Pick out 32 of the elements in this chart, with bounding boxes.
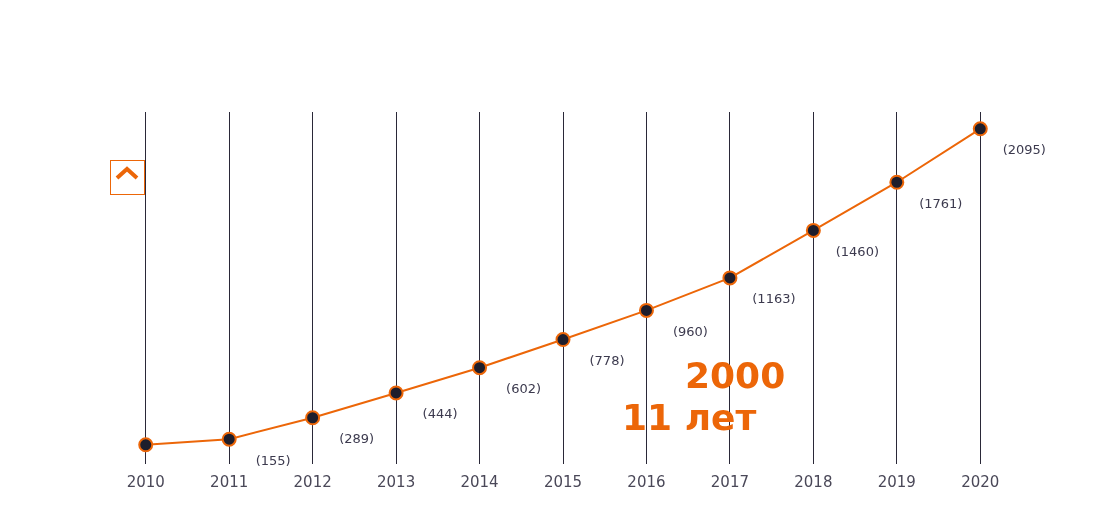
point	[805, 222, 821, 238]
data-label: (1163)	[752, 291, 796, 307]
data-label: (1460)	[835, 243, 879, 259]
point	[972, 121, 988, 137]
data-label: (778)	[589, 352, 625, 368]
x-tick-label: 2020	[961, 472, 1000, 491]
x-tick-label: 2019	[877, 472, 916, 491]
data-label: (155)	[255, 452, 291, 468]
x-tick-label: 2012	[293, 472, 332, 491]
data-label: (602)	[506, 381, 542, 397]
x-tick-label: 2013	[377, 472, 416, 491]
data-label: (2095)	[1002, 142, 1046, 158]
x-tick-label: 2010	[126, 472, 165, 491]
data-label: (1761)	[919, 195, 963, 211]
point	[722, 270, 738, 286]
x-tick-label: 2011	[210, 472, 249, 491]
point	[638, 302, 654, 318]
x-tick-label: 2016	[627, 472, 666, 491]
point	[889, 174, 905, 190]
data-label: (289)	[339, 431, 375, 447]
data-label: (444)	[422, 406, 458, 422]
x-tick-label: 2015	[543, 472, 583, 491]
point	[555, 332, 571, 348]
x-tick-label: 2014	[460, 472, 499, 491]
point	[221, 431, 237, 447]
point	[138, 437, 154, 453]
x-tick-label: 2017	[710, 472, 749, 491]
data-label: (960)	[672, 323, 708, 339]
point	[388, 385, 404, 401]
point	[472, 360, 488, 376]
point	[305, 410, 321, 426]
x-tick-label: 2018	[794, 472, 833, 491]
